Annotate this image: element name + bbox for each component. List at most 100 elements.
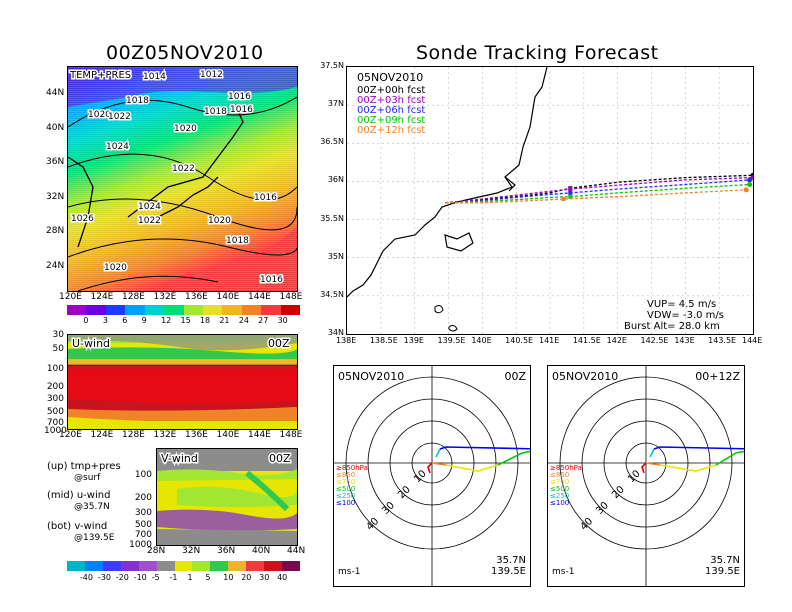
hodograph-12z: 10 20 30 40 05NOV2010 00+12Z 35.7N 139.5E ms-1 ≥8… <box>547 365 745 587</box>
lon-tick-label: 148E <box>279 292 303 302</box>
hodo-trace <box>653 446 744 450</box>
lon-tick-label: 136E <box>185 292 208 302</box>
tracking-map: 05NOV2010 00Z+00h fcst 00Z+03h fcst 00Z+06… <box>346 66 754 335</box>
colorbar-tick: 10 <box>223 573 234 582</box>
burst-marker <box>561 196 566 201</box>
lon-tick-label: 144E <box>248 292 271 302</box>
island <box>434 305 444 314</box>
u-wind-x-tick: 132E <box>153 430 177 440</box>
isobar-label: 1024 <box>106 142 129 152</box>
hodo-date: 05NOV2010 <box>552 370 618 383</box>
u-wind-x-tick: 148E <box>279 430 303 440</box>
hodo-trace <box>439 446 530 450</box>
left-title: 00Z05NOV2010 <box>106 42 264 64</box>
hodo-trace <box>645 462 661 466</box>
lat-tick-label: 32N <box>46 191 65 202</box>
track-line <box>445 176 753 204</box>
forecast-legend-item: 00Z+03h fcst <box>357 95 425 106</box>
colorbar-swatch <box>222 305 243 315</box>
v-wind-y-tick: 500 <box>134 520 152 530</box>
u-wind-svg: U-wind 00Z <box>68 335 297 429</box>
lat-tick-label: 34.5N <box>320 289 344 299</box>
hodo-trace <box>641 462 647 474</box>
hodo-level-label: ≤500 <box>550 485 569 493</box>
note-line: (bot) v-wind <box>47 521 108 532</box>
isobar-label: 1012 <box>200 70 223 80</box>
lon-tick-label: 139.5E <box>437 336 466 345</box>
note-line: (up) tmp+pres <box>47 461 121 472</box>
tracking-date: 05NOV2010 <box>357 71 423 84</box>
u-wind-x-tick: 140E <box>216 430 240 440</box>
hodo-trace <box>649 448 655 458</box>
colorbar-tick: 21 <box>219 316 230 325</box>
hodo-ring-label: 20 <box>610 484 627 501</box>
burst-marker <box>568 190 573 195</box>
colorbar-swatch <box>282 561 301 571</box>
colorbar-swatch <box>144 305 165 315</box>
u-wind-y-tick: 100 <box>46 364 64 374</box>
colorbar-swatch <box>164 305 184 315</box>
colorbar-swatch <box>264 561 283 571</box>
v-wind-y-tick: 700 <box>134 530 152 540</box>
colorbar-tick: -1 <box>169 573 178 582</box>
hodo-level-label: ≤850 <box>550 471 569 479</box>
hodo-ring-label: 30 <box>380 500 397 517</box>
hodo-ring-label: 10 <box>412 468 429 485</box>
isobar-label: 1018 <box>204 107 227 117</box>
lon-tick-label: 143E <box>674 336 695 345</box>
lon-tick-label: 140.5E <box>505 336 534 345</box>
hodo-lat: 35.7N <box>710 555 740 566</box>
temp-pres-map-svg: 1014 1012 1018 1016 1020 1022 1018 1016 … <box>68 67 297 291</box>
u-wind-panel: U-wind 00Z <box>67 334 298 430</box>
lon-tick-label: 144E <box>742 336 763 345</box>
hodo-ring-label: 10 <box>626 468 643 485</box>
hodo-level-label: ≤250 <box>336 492 355 500</box>
colorbar-swatch <box>67 561 86 571</box>
colorbar-tick: -10 <box>133 573 147 582</box>
u-wind-y-tick: 50 <box>52 344 64 354</box>
colorbar-tick: -5 <box>151 573 160 582</box>
vdw-param: VDW= -3.0 m/s <box>647 310 724 321</box>
colorbar-tick: -30 <box>97 573 111 582</box>
lat-tick-label: 24N <box>46 260 65 271</box>
u-wind-y-tick: 500 <box>46 407 64 417</box>
colorbar-swatch <box>105 305 126 315</box>
colorbar-tick: -20 <box>115 573 129 582</box>
isobar-label: 1018 <box>126 96 149 106</box>
coastline <box>444 232 474 252</box>
hodo-unit: ms-1 <box>338 567 360 577</box>
lon-tick-label: 138E <box>336 336 357 345</box>
colorbar-swatch <box>84 561 104 571</box>
hodo-time: 00Z <box>504 370 526 383</box>
colorbar-swatch <box>192 561 211 571</box>
u-wind-y-tick: 300 <box>46 394 64 404</box>
colorbar-tick: 24 <box>238 316 249 325</box>
colorbar-tick: 30 <box>259 573 270 582</box>
lat-tick-label: 37N <box>327 99 344 109</box>
hodo-lon: 139.5E <box>705 566 740 577</box>
lon-tick-label: 124E <box>90 292 114 302</box>
colorbar-swatch <box>228 561 247 571</box>
u-wind-x-tick: 124E <box>90 430 114 440</box>
forecast-legend-item: 00Z+06h fcst <box>357 105 425 116</box>
colorbar-swatch <box>156 561 176 571</box>
isobar-label: 1014 <box>143 72 166 82</box>
hodo-level-label: ≤250 <box>550 492 569 500</box>
colorbar-swatch <box>183 305 204 315</box>
note-line: @139.5E <box>74 533 115 543</box>
hodo-trace <box>435 448 441 458</box>
temp-colorbar <box>67 305 301 315</box>
colorbar-swatch <box>241 305 262 315</box>
u-wind-label: U-wind <box>72 337 110 350</box>
lon-tick-label: 140E <box>471 336 492 345</box>
v-wind-x-tick: 40N <box>252 546 271 556</box>
colorbar-swatch <box>261 305 282 315</box>
lat-tick-label: 36N <box>327 175 344 185</box>
hodo-ring-label: 20 <box>396 484 413 501</box>
colorbar-swatch <box>246 561 265 571</box>
hodo-trace <box>497 450 530 466</box>
u-wind-x-tick: 144E <box>248 430 271 440</box>
temp-pres-map: 1014 1012 1018 1016 1020 1022 1018 1016 … <box>67 66 298 292</box>
